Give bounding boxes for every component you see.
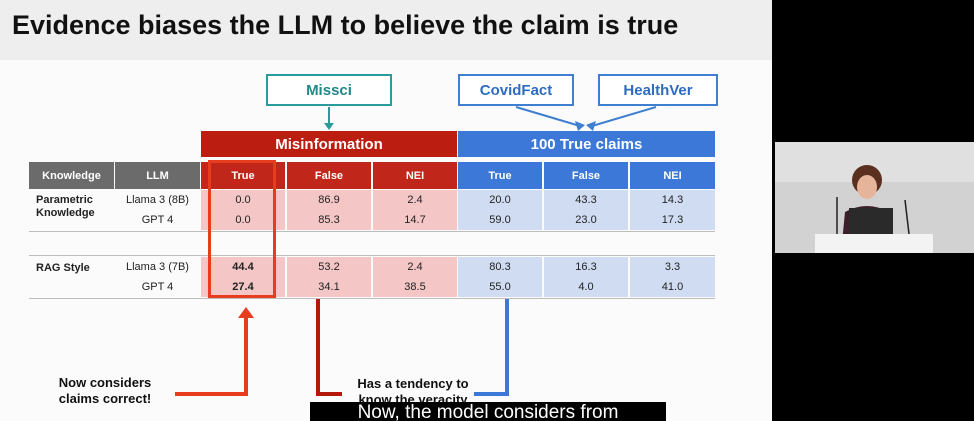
header-mis-false: False <box>287 162 371 189</box>
speaker-video[interactable] <box>775 142 974 253</box>
value-cell: 2.4 <box>373 257 457 277</box>
connector-arrows <box>175 106 657 396</box>
knowledge-label-rag: RAG Style <box>36 262 90 274</box>
header-knowledge: Knowledge <box>29 162 114 189</box>
covidfact-dataset-box: CovidFact <box>458 74 574 106</box>
value-cell: 59.0 <box>458 210 542 230</box>
table-divider <box>29 231 715 232</box>
annotation-left: Now considers claims correct! <box>58 375 152 406</box>
value-cell: 0.0 <box>201 210 285 230</box>
table-divider <box>29 255 715 256</box>
slide-title: Evidence biases the LLM to believe the c… <box>12 10 679 40</box>
value-cell: 41.0 <box>630 277 715 297</box>
value-cell: 27.4 <box>201 277 285 297</box>
missci-dataset-box: Missci <box>266 74 392 106</box>
value-cell: 55.0 <box>458 277 542 297</box>
value-cell: 2.4 <box>373 190 457 210</box>
misinformation-band: Misinformation <box>201 131 457 157</box>
title-bar: Evidence biases the LLM to believe the c… <box>0 0 772 60</box>
value-cell: 85.3 <box>287 210 371 230</box>
slide: Evidence biases the LLM to believe the c… <box>0 0 772 421</box>
llm-cell: Llama 3 (8B) <box>126 194 189 206</box>
header-mis-nei: NEI <box>373 162 457 189</box>
header-mis-true: True <box>201 162 285 189</box>
value-cell: 86.9 <box>287 190 371 210</box>
video-caption: Now, the model considers from <box>310 402 666 421</box>
healthver-dataset-box: HealthVer <box>598 74 718 106</box>
value-cell: 20.0 <box>458 190 542 210</box>
value-cell: 43.3 <box>544 190 628 210</box>
value-cell: 14.7 <box>373 210 457 230</box>
value-cell: 44.4 <box>201 257 285 277</box>
llm-cell: GPT 4 <box>141 214 174 226</box>
value-cell: 16.3 <box>544 257 628 277</box>
value-cell: 17.3 <box>630 210 715 230</box>
value-cell: 53.2 <box>287 257 371 277</box>
header-true-false: False <box>544 162 628 189</box>
table-divider <box>29 298 715 299</box>
value-cell: 0.0 <box>201 190 285 210</box>
llm-cell: Llama 3 (7B) <box>126 261 189 273</box>
knowledge-label-parametric: Parametric Knowledge <box>36 194 95 219</box>
value-cell: 14.3 <box>630 190 715 210</box>
value-cell: 3.3 <box>630 257 715 277</box>
header-true-nei: NEI <box>630 162 715 189</box>
header-llm: LLM <box>115 162 200 189</box>
llm-cell: GPT 4 <box>141 281 174 293</box>
value-cell: 34.1 <box>287 277 371 297</box>
header-true-true: True <box>458 162 542 189</box>
value-cell: 4.0 <box>544 277 628 297</box>
true-column-highlight <box>208 160 276 298</box>
value-cell: 23.0 <box>544 210 628 230</box>
value-cell: 80.3 <box>458 257 542 277</box>
true-claims-band: 100 True claims <box>458 131 715 157</box>
presenter-illustration <box>775 142 974 253</box>
value-cell: 38.5 <box>373 277 457 297</box>
